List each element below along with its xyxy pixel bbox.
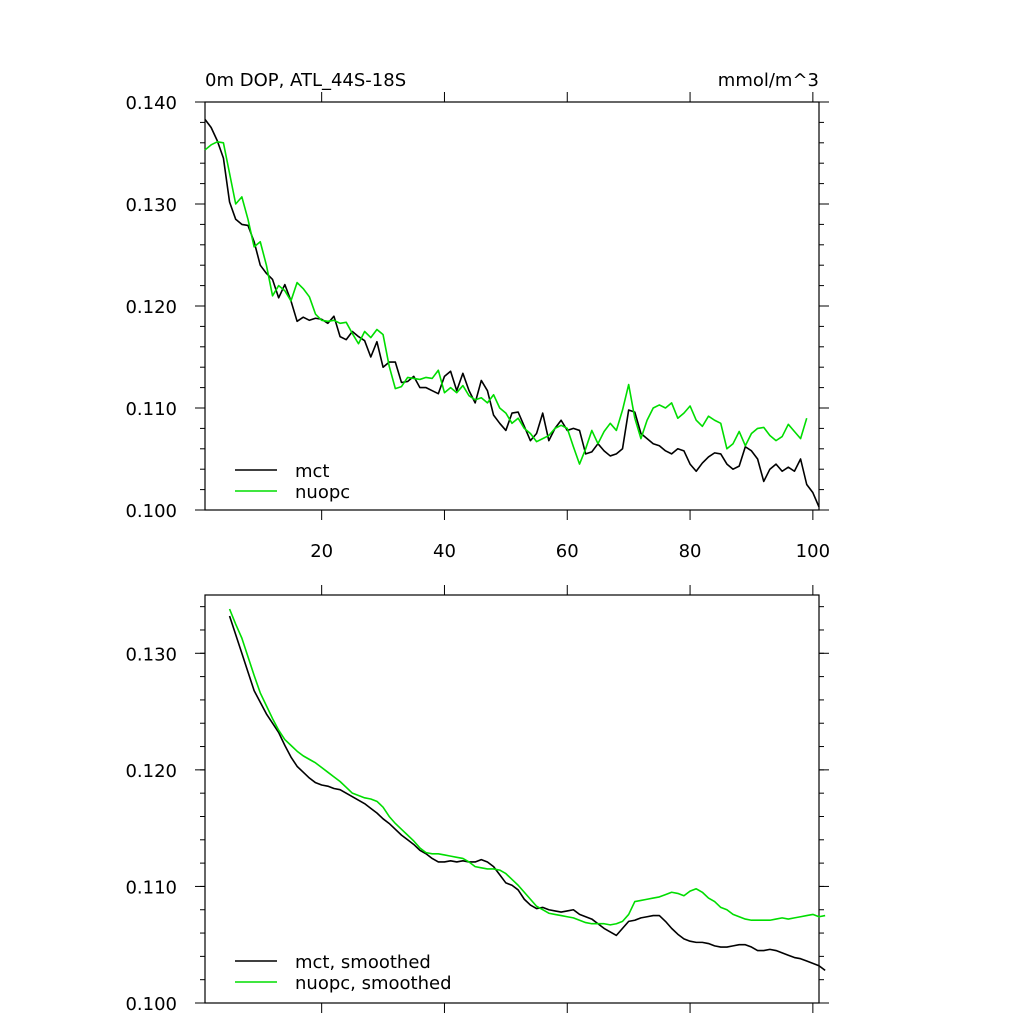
bottom-y-tick-label: 0.120: [125, 761, 177, 782]
top-chart-title: 0m DOP, ATL_44S-18S: [205, 70, 406, 91]
top-x-tick-label: 20: [310, 541, 333, 562]
legend-label-nuopc-smoothed: nuopc, smoothed: [295, 973, 452, 994]
bottom-y-tick-label: 0.100: [125, 994, 177, 1015]
top-chart-units: mmol/m^3: [718, 70, 819, 91]
top-series-mct: [204, 118, 820, 508]
top-x-tick-label: 40: [433, 541, 456, 562]
top-y-tick-label: 0.140: [125, 93, 177, 114]
top-y-tick-label: 0.110: [125, 399, 177, 420]
top-x-tick-label: 80: [679, 541, 702, 562]
legend-label-mct-smoothed: mct, smoothed: [295, 952, 431, 973]
top-legend: mct nuopc: [235, 461, 350, 503]
top-x-tick-label: 100: [796, 541, 830, 562]
bottom-y-tick-label: 0.130: [125, 644, 177, 665]
top-y-tick-label: 0.100: [125, 501, 177, 522]
bottom-series-mct-smoothed: [228, 615, 826, 971]
top-series-nuopc: [204, 140, 808, 465]
bottom-series-nuopc-smoothed: [228, 608, 826, 926]
top-chart-panel: 0m DOP, ATL_44S-18S mmol/m^3 0.100 0.110 0…: [125, 70, 830, 562]
bottom-y-tick-label: 0.110: [125, 877, 177, 898]
top-y-tick-label: 0.120: [125, 297, 177, 318]
top-x-tick-label: 60: [556, 541, 579, 562]
bottom-legend: mct, smoothed nuopc, smoothed: [235, 952, 452, 994]
bottom-chart-panel: 0.100 0.110 0.120 0.130 mct, smoothed nuopc…: [125, 585, 829, 1015]
bottom-plot-frame: [204, 594, 820, 1004]
legend-label-nuopc: nuopc: [295, 482, 350, 503]
legend-label-mct: mct: [295, 461, 330, 482]
top-y-tick-label: 0.130: [125, 195, 177, 216]
